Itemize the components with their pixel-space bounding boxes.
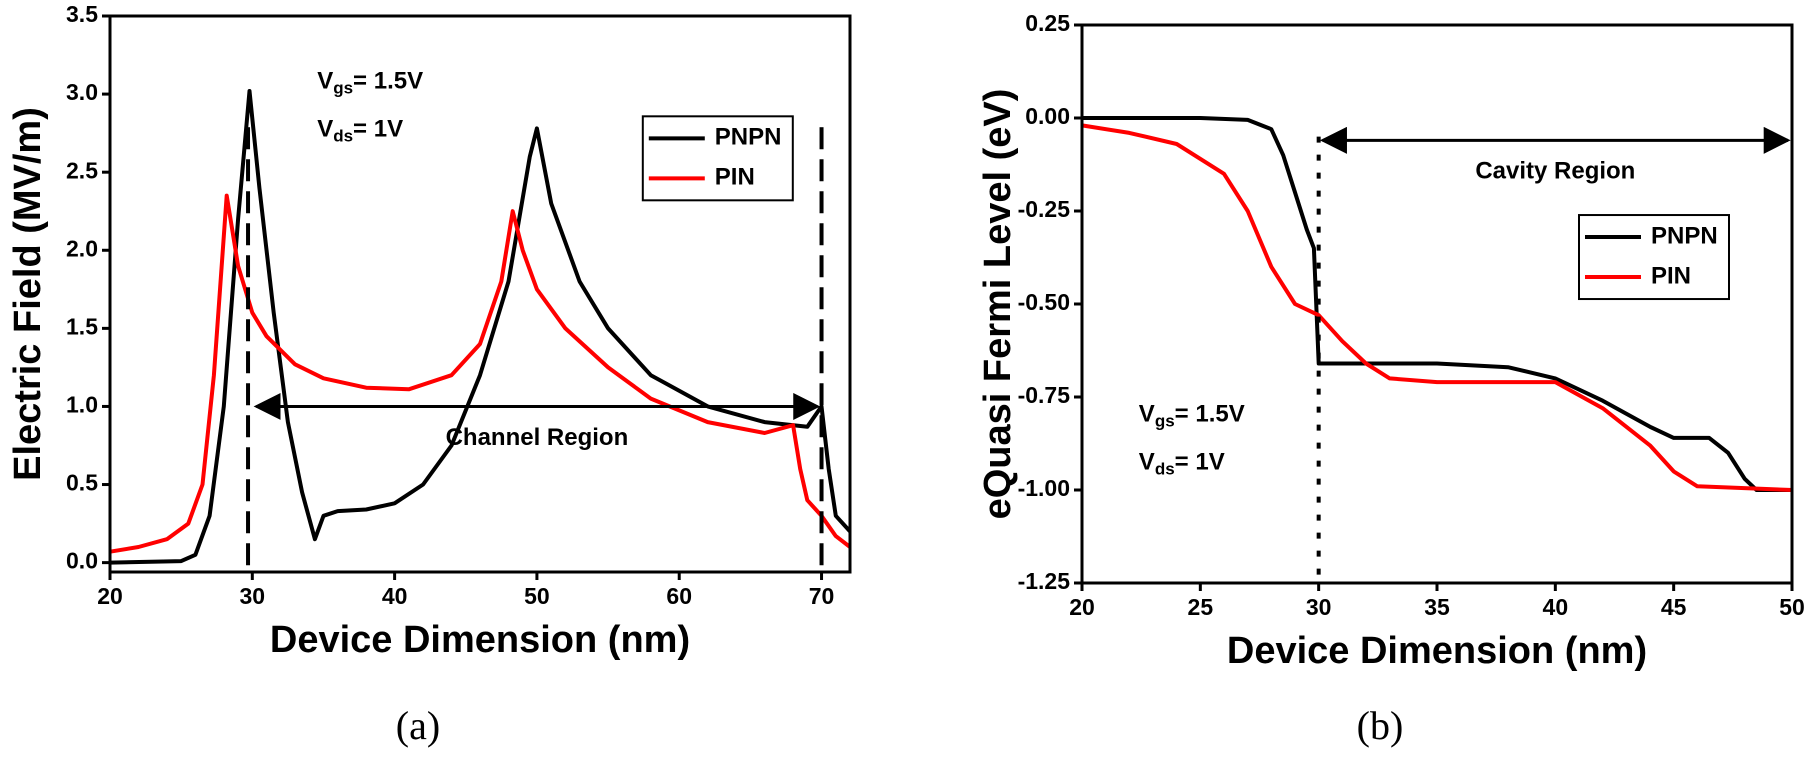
x-tick-label: 35 <box>1424 594 1450 620</box>
bias-annotation: Vgs= 1.5V <box>317 68 423 98</box>
plot-frame <box>1080 23 1794 585</box>
y-axis-title: eQuasi Fermi Level (eV) <box>977 89 1019 520</box>
legend-label: PNPN <box>715 124 782 151</box>
annotation-part: gs <box>333 79 353 98</box>
legend-label: PIN <box>1651 262 1691 289</box>
legend: PNPN PIN <box>1578 214 1730 301</box>
annotation-part: = 1.5V <box>353 68 423 95</box>
legend: PNPN PIN <box>641 115 794 202</box>
region-label: Cavity Region <box>1475 158 1635 185</box>
annotation-part: V <box>1139 401 1155 428</box>
x-tick-label: 25 <box>1188 594 1214 620</box>
annotation-part: = 1V <box>353 116 403 143</box>
y-tick-label: 0.25 <box>1025 10 1070 36</box>
y-tick-label: 0.00 <box>1025 103 1070 129</box>
y-tick-label: -1.25 <box>1018 568 1071 594</box>
annotation-part: ds <box>1155 460 1175 479</box>
legend-label: PIN <box>715 164 755 191</box>
x-tick-label: 30 <box>1306 594 1332 620</box>
x-tick-label: 45 <box>1661 594 1687 620</box>
y-tick-label: -1.00 <box>1018 475 1070 501</box>
bias-annotation: Vds= 1V <box>317 116 403 146</box>
series-line <box>1082 116 1792 492</box>
bias-annotation: Vds= 1V <box>1139 449 1225 479</box>
y-tick-label: 0.5 <box>66 470 98 496</box>
x-tick-label: 40 <box>382 583 408 609</box>
bias-annotation: Vgs= 1.5V <box>1139 401 1245 431</box>
x-tick-label: 20 <box>1069 594 1095 620</box>
x-tick-label: 30 <box>240 583 266 609</box>
y-tick-label: 0.0 <box>66 548 98 574</box>
x-axis-title: Device Dimension (nm) <box>1227 630 1647 672</box>
x-tick-label: 40 <box>1543 594 1569 620</box>
legend-label: PNPN <box>1651 222 1718 249</box>
legend-box <box>1578 214 1730 301</box>
y-tick-label: -0.75 <box>1018 382 1071 408</box>
x-tick-label: 50 <box>524 583 550 609</box>
x-tick-label: 70 <box>809 583 835 609</box>
x-tick-label: 50 <box>1779 594 1805 620</box>
series-line <box>1081 123 1793 492</box>
legend-box <box>641 115 794 202</box>
annotation-part: = 1V <box>1175 449 1225 476</box>
y-tick-label: 3.0 <box>66 79 98 105</box>
annotation-part: V <box>317 116 333 143</box>
y-tick-label: 2.5 <box>66 157 98 183</box>
x-tick-label: 20 <box>97 583 123 609</box>
annotation-part: ds <box>333 127 353 146</box>
y-tick-label: 1.5 <box>66 313 98 339</box>
annotation-part: gs <box>1155 412 1175 431</box>
plot-frame <box>108 14 852 574</box>
y-tick-label: 2.0 <box>66 235 98 261</box>
annotation-part: V <box>317 68 333 95</box>
annotation-part: V <box>1139 449 1155 476</box>
region-label: Channel Region <box>446 424 629 451</box>
y-tick-label: -0.50 <box>1018 289 1070 315</box>
x-tick-label: 60 <box>666 583 692 609</box>
y-tick-label: 3.5 <box>66 1 98 27</box>
series-line <box>109 193 852 554</box>
y-tick-label: -0.25 <box>1018 196 1071 222</box>
y-tick-label: 1.0 <box>66 392 98 418</box>
annotation-part: = 1.5V <box>1175 401 1245 428</box>
x-axis-title: Device Dimension (nm) <box>270 619 690 661</box>
y-axis-title: Electric Field (MV/m) <box>7 107 49 481</box>
caption: (b) <box>1357 703 1404 748</box>
caption: (a) <box>396 703 440 748</box>
